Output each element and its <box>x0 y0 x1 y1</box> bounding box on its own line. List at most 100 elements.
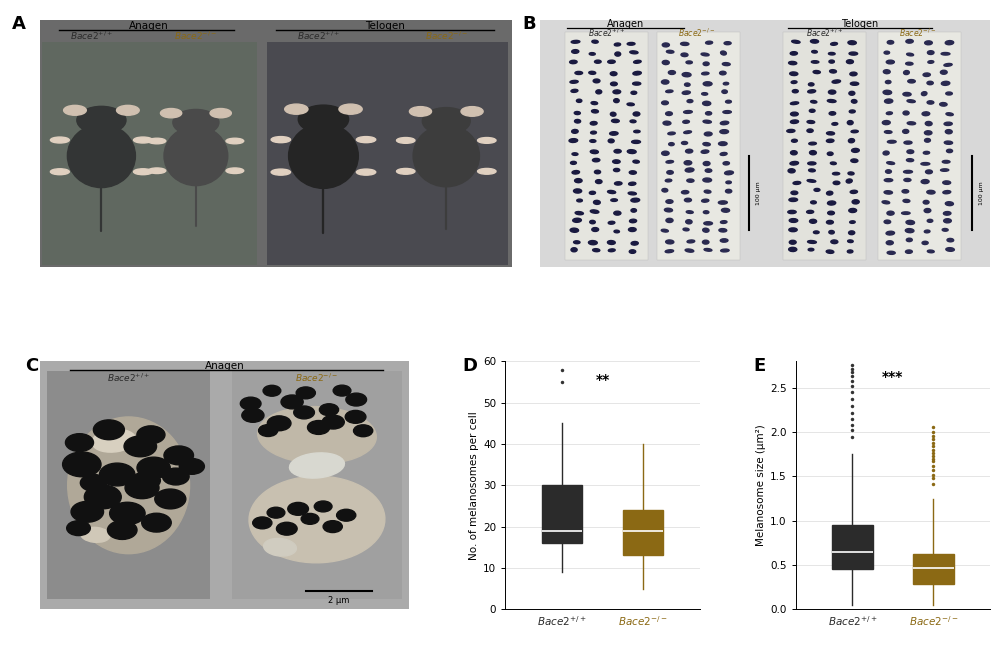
Ellipse shape <box>814 189 820 191</box>
Ellipse shape <box>720 71 726 75</box>
Ellipse shape <box>809 109 815 112</box>
Ellipse shape <box>703 102 711 105</box>
Ellipse shape <box>906 220 915 225</box>
Ellipse shape <box>593 79 600 83</box>
Ellipse shape <box>813 71 820 73</box>
Ellipse shape <box>944 141 953 144</box>
Ellipse shape <box>613 90 621 94</box>
Ellipse shape <box>611 82 617 86</box>
Ellipse shape <box>848 41 856 45</box>
Y-axis label: No. of melanosomes per cell: No. of melanosomes per cell <box>469 411 479 559</box>
Text: Anagen: Anagen <box>607 19 644 29</box>
Ellipse shape <box>666 50 674 53</box>
Ellipse shape <box>571 89 578 92</box>
Ellipse shape <box>64 105 86 115</box>
Ellipse shape <box>632 140 640 143</box>
Ellipse shape <box>271 169 291 175</box>
Ellipse shape <box>946 92 952 95</box>
Ellipse shape <box>574 189 582 193</box>
Ellipse shape <box>903 199 910 202</box>
Ellipse shape <box>314 501 332 512</box>
Ellipse shape <box>588 240 597 245</box>
Ellipse shape <box>210 109 231 118</box>
Ellipse shape <box>633 112 640 116</box>
FancyBboxPatch shape <box>623 510 663 555</box>
Ellipse shape <box>941 52 950 55</box>
Ellipse shape <box>267 416 291 431</box>
Text: Telogen: Telogen <box>365 21 405 31</box>
Ellipse shape <box>928 61 934 64</box>
Ellipse shape <box>629 182 636 185</box>
Ellipse shape <box>63 452 101 477</box>
Ellipse shape <box>681 141 688 145</box>
Ellipse shape <box>828 90 836 94</box>
Ellipse shape <box>788 169 795 173</box>
Ellipse shape <box>720 130 729 134</box>
Ellipse shape <box>886 60 894 64</box>
Ellipse shape <box>809 169 815 172</box>
Ellipse shape <box>590 140 596 142</box>
Ellipse shape <box>50 169 69 175</box>
Text: $Bace2^{+/+}$: $Bace2^{+/+}$ <box>588 27 625 39</box>
Ellipse shape <box>684 131 691 134</box>
Ellipse shape <box>264 538 296 556</box>
Ellipse shape <box>851 130 858 133</box>
Ellipse shape <box>634 130 640 133</box>
Ellipse shape <box>827 191 833 195</box>
Ellipse shape <box>570 81 578 83</box>
Ellipse shape <box>590 122 597 125</box>
Ellipse shape <box>593 249 600 252</box>
Ellipse shape <box>681 191 689 194</box>
Ellipse shape <box>596 179 602 183</box>
Ellipse shape <box>907 122 916 124</box>
Ellipse shape <box>67 521 90 536</box>
Ellipse shape <box>612 119 619 122</box>
Ellipse shape <box>155 489 186 509</box>
Ellipse shape <box>681 43 689 45</box>
Ellipse shape <box>703 143 710 146</box>
Ellipse shape <box>592 109 598 113</box>
Ellipse shape <box>574 111 580 115</box>
Text: E: E <box>753 356 765 375</box>
Ellipse shape <box>163 468 189 485</box>
Ellipse shape <box>792 90 798 93</box>
Ellipse shape <box>93 420 124 440</box>
Ellipse shape <box>943 191 951 194</box>
Ellipse shape <box>683 121 689 123</box>
Ellipse shape <box>922 241 928 244</box>
Ellipse shape <box>852 200 859 204</box>
Ellipse shape <box>253 517 272 529</box>
Ellipse shape <box>828 52 835 55</box>
Ellipse shape <box>50 137 69 143</box>
Ellipse shape <box>575 179 582 183</box>
Ellipse shape <box>685 168 694 172</box>
Ellipse shape <box>575 71 583 75</box>
Ellipse shape <box>576 99 582 102</box>
FancyBboxPatch shape <box>42 42 257 265</box>
Ellipse shape <box>117 105 139 115</box>
Ellipse shape <box>296 387 315 399</box>
Ellipse shape <box>790 102 799 105</box>
Ellipse shape <box>608 249 615 252</box>
Ellipse shape <box>615 52 621 56</box>
Ellipse shape <box>267 507 285 518</box>
Ellipse shape <box>833 181 840 185</box>
Ellipse shape <box>942 229 948 231</box>
Ellipse shape <box>826 139 834 142</box>
Ellipse shape <box>924 230 930 233</box>
Ellipse shape <box>65 434 94 451</box>
Ellipse shape <box>810 151 816 155</box>
Ellipse shape <box>249 476 385 563</box>
Ellipse shape <box>125 477 159 498</box>
Ellipse shape <box>703 62 709 66</box>
Ellipse shape <box>849 231 855 234</box>
FancyBboxPatch shape <box>267 42 508 265</box>
Ellipse shape <box>826 221 833 224</box>
Ellipse shape <box>630 51 638 54</box>
Ellipse shape <box>356 137 376 143</box>
Ellipse shape <box>461 107 483 117</box>
Ellipse shape <box>847 121 853 124</box>
Ellipse shape <box>884 179 893 181</box>
Ellipse shape <box>887 162 895 164</box>
Ellipse shape <box>592 40 598 43</box>
